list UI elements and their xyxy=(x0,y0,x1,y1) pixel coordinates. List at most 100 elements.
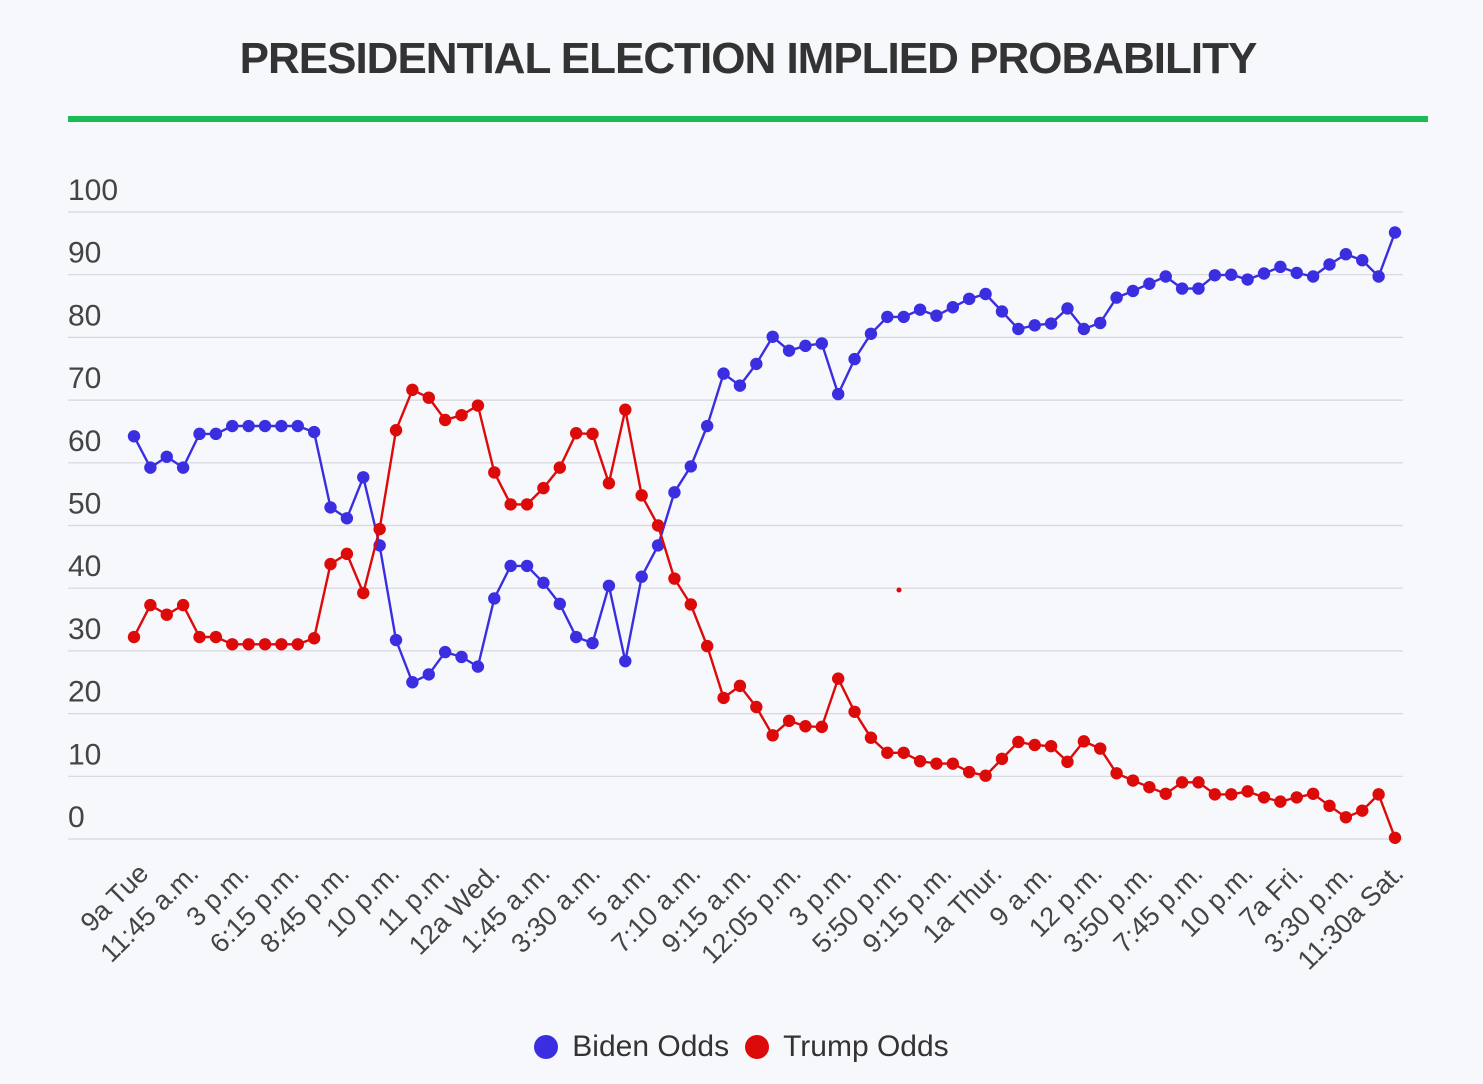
data-point-biden[interactable] xyxy=(1061,302,1074,315)
data-point-trump[interactable] xyxy=(504,498,517,511)
data-point-biden[interactable] xyxy=(602,579,616,592)
data-point-trump[interactable] xyxy=(1159,787,1172,800)
data-point-biden[interactable] xyxy=(946,301,960,314)
data-point-trump[interactable] xyxy=(1061,755,1074,769)
data-point-trump[interactable] xyxy=(717,691,730,705)
data-point-trump[interactable] xyxy=(488,466,501,479)
data-point-biden[interactable] xyxy=(881,310,894,324)
data-point-biden[interactable] xyxy=(930,309,943,322)
data-point-biden[interactable] xyxy=(831,387,845,401)
data-point-biden[interactable] xyxy=(684,460,698,473)
data-point-biden[interactable] xyxy=(848,352,861,366)
data-point-biden[interactable] xyxy=(569,630,583,644)
data-point-trump[interactable] xyxy=(340,547,354,561)
data-point-biden[interactable] xyxy=(1208,269,1222,282)
data-point-biden[interactable] xyxy=(1159,270,1172,283)
data-point-biden[interactable] xyxy=(242,419,255,433)
data-point-biden[interactable] xyxy=(422,668,435,681)
data-point-trump[interactable] xyxy=(586,427,599,441)
data-point-biden[interactable] xyxy=(193,427,206,441)
data-point-biden[interactable] xyxy=(635,570,648,583)
data-point-trump[interactable] xyxy=(766,729,779,742)
data-point-biden[interactable] xyxy=(144,461,157,474)
data-point-trump[interactable] xyxy=(1175,776,1189,789)
data-point-trump[interactable] xyxy=(1306,787,1320,800)
legend-item-biden[interactable]: Biden Odds xyxy=(534,1030,729,1064)
data-point-trump[interactable] xyxy=(1208,788,1222,801)
data-point-biden[interactable] xyxy=(1356,254,1369,267)
data-point-biden[interactable] xyxy=(1274,260,1287,274)
data-point-biden[interactable] xyxy=(209,427,223,441)
data-point-biden[interactable] xyxy=(733,379,747,392)
data-point-biden[interactable] xyxy=(1012,322,1025,336)
data-point-biden[interactable] xyxy=(1372,270,1385,283)
data-point-biden[interactable] xyxy=(815,337,829,350)
data-point-trump[interactable] xyxy=(1372,788,1385,801)
data-point-trump[interactable] xyxy=(1257,791,1271,804)
data-point-trump[interactable] xyxy=(258,638,272,651)
data-point-trump[interactable] xyxy=(963,765,976,779)
data-point-trump[interactable] xyxy=(651,519,665,532)
data-point-biden[interactable] xyxy=(1110,291,1123,304)
data-point-trump[interactable] xyxy=(160,608,173,621)
data-point-biden[interactable] xyxy=(995,305,1009,318)
data-point-biden[interactable] xyxy=(1339,248,1353,261)
data-point-trump[interactable] xyxy=(1192,776,1205,789)
data-point-biden[interactable] xyxy=(1388,226,1402,239)
data-point-biden[interactable] xyxy=(651,539,665,552)
data-point-trump[interactable] xyxy=(127,630,141,644)
data-point-trump[interactable] xyxy=(848,705,861,718)
data-point-trump[interactable] xyxy=(226,638,239,651)
data-point-biden[interactable] xyxy=(1241,273,1254,286)
data-point-biden[interactable] xyxy=(1306,270,1320,283)
data-point-biden[interactable] xyxy=(307,425,321,439)
data-point-trump[interactable] xyxy=(291,638,304,651)
legend-item-trump[interactable]: Trump Odds xyxy=(745,1030,949,1064)
data-point-biden[interactable] xyxy=(668,486,681,499)
data-point-biden[interactable] xyxy=(275,419,288,433)
data-point-trump[interactable] xyxy=(1356,804,1369,817)
data-point-trump[interactable] xyxy=(176,598,190,612)
data-point-biden[interactable] xyxy=(1028,319,1041,332)
data-point-trump[interactable] xyxy=(422,391,435,404)
data-point-biden[interactable] xyxy=(1126,284,1140,298)
data-point-trump[interactable] xyxy=(209,630,223,644)
data-point-trump[interactable] xyxy=(275,638,288,651)
data-point-trump[interactable] xyxy=(389,424,403,437)
data-point-trump[interactable] xyxy=(668,572,681,585)
data-point-biden[interactable] xyxy=(160,450,173,463)
data-point-biden[interactable] xyxy=(913,303,927,316)
data-point-trump[interactable] xyxy=(815,720,829,734)
data-point-biden[interactable] xyxy=(438,645,452,659)
data-point-biden[interactable] xyxy=(750,357,763,371)
data-point-trump[interactable] xyxy=(1077,735,1091,748)
data-point-biden[interactable] xyxy=(504,559,517,573)
data-point-biden[interactable] xyxy=(520,559,534,573)
data-point-biden[interactable] xyxy=(291,419,304,433)
data-point-trump[interactable] xyxy=(1339,811,1353,824)
data-point-trump[interactable] xyxy=(864,731,878,744)
data-point-trump[interactable] xyxy=(881,746,894,759)
data-point-trump[interactable] xyxy=(1012,735,1025,749)
data-point-biden[interactable] xyxy=(1143,277,1156,290)
data-point-trump[interactable] xyxy=(553,461,566,474)
data-point-biden[interactable] xyxy=(1290,266,1303,280)
data-point-trump[interactable] xyxy=(913,755,927,768)
data-point-trump[interactable] xyxy=(1143,780,1156,794)
data-point-biden[interactable] xyxy=(1192,282,1205,295)
data-point-trump[interactable] xyxy=(373,522,386,536)
data-point-trump[interactable] xyxy=(242,638,255,651)
data-point-biden[interactable] xyxy=(864,327,878,340)
data-point-trump[interactable] xyxy=(324,557,337,571)
data-point-biden[interactable] xyxy=(963,292,976,306)
data-point-biden[interactable] xyxy=(700,419,714,433)
data-point-biden[interactable] xyxy=(782,344,796,357)
data-point-biden[interactable] xyxy=(717,367,730,380)
data-point-trump[interactable] xyxy=(455,408,468,422)
data-point-biden[interactable] xyxy=(226,419,239,433)
data-point-trump[interactable] xyxy=(1110,767,1123,780)
data-point-biden[interactable] xyxy=(979,287,992,301)
data-point-biden[interactable] xyxy=(619,654,632,668)
data-point-biden[interactable] xyxy=(488,592,501,605)
data-point-trump[interactable] xyxy=(733,679,747,693)
